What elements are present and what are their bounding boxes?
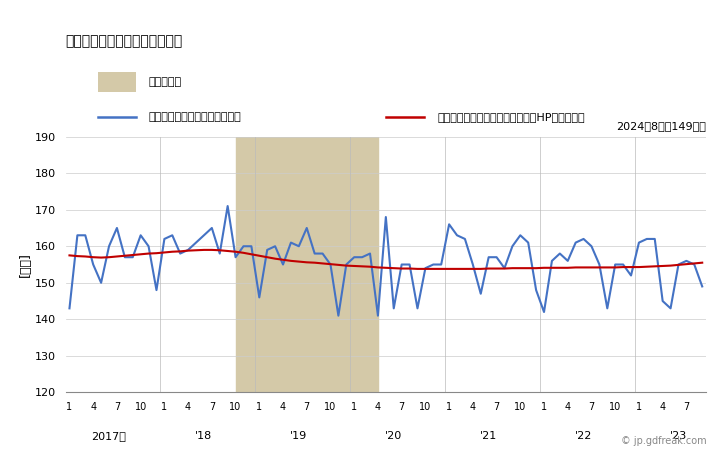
Y-axis label: [時間]: [時間]	[19, 252, 32, 277]
Text: '19: '19	[290, 431, 307, 441]
Text: 男性常用労働者の総実労働時間（HPフィルタ）: 男性常用労働者の総実労働時間（HPフィルタ）	[437, 111, 585, 122]
Text: 男性常用労働者の総実労働時間: 男性常用労働者の総実労働時間	[66, 35, 183, 49]
Text: 2017年: 2017年	[92, 431, 127, 441]
Text: '22: '22	[575, 431, 593, 441]
Text: '23: '23	[670, 431, 687, 441]
Text: '18: '18	[195, 431, 213, 441]
Text: 景気後退期: 景気後退期	[149, 77, 182, 87]
Bar	[236, 137, 378, 392]
Text: 男性常用労働者の総実労働時間: 男性常用労働者の総実労働時間	[149, 111, 242, 122]
FancyBboxPatch shape	[98, 72, 136, 92]
Text: © jp.gdfreak.com: © jp.gdfreak.com	[620, 437, 706, 446]
Text: '21: '21	[480, 431, 497, 441]
Text: 2024年8月：149時間: 2024年8月：149時間	[617, 121, 706, 131]
Text: '20: '20	[385, 431, 403, 441]
